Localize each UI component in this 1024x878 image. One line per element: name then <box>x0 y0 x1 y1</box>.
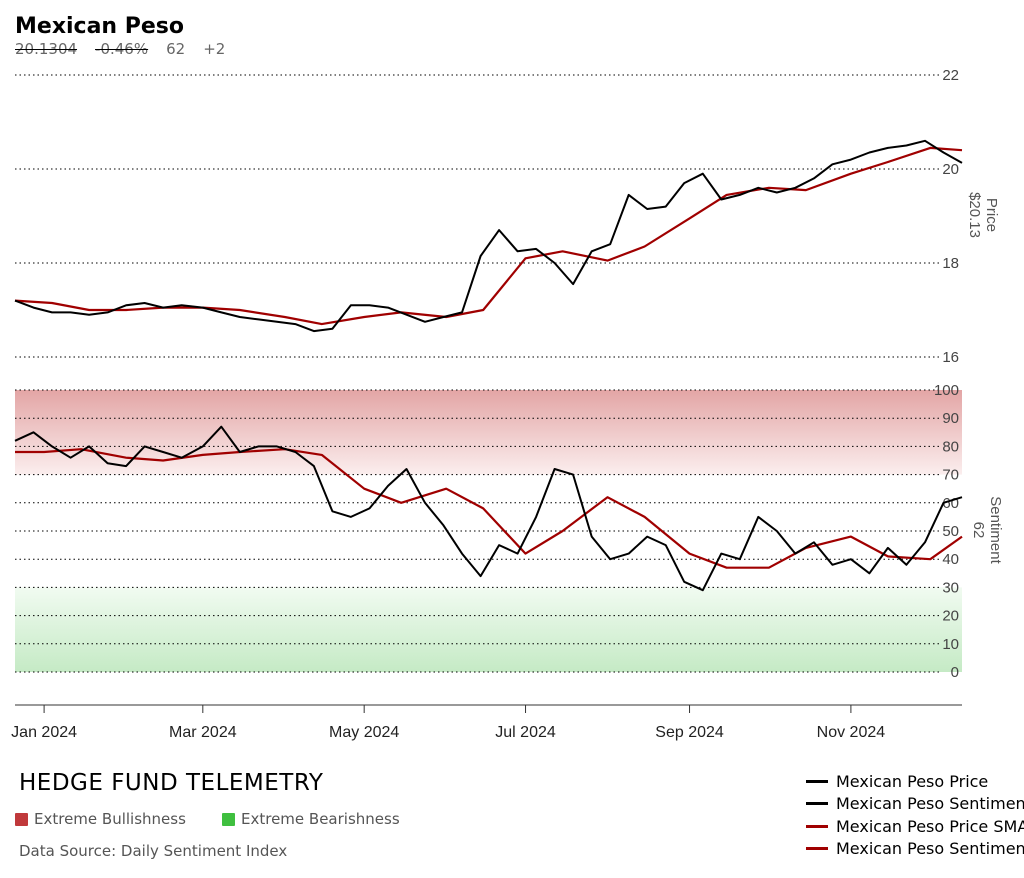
price-axis-label: Price$20.13 <box>966 192 1000 238</box>
sentiment-tick-label: 10 <box>942 636 959 653</box>
x-tick-label: May 2024 <box>329 724 399 741</box>
legend-line-icon <box>806 847 828 851</box>
sentiment-line <box>14 425 963 592</box>
legend-label: Mexican Peso Sentiment SMA <box>836 839 1024 859</box>
sentiment-axis-label-line: Sentiment <box>987 496 1004 564</box>
sentiment-value: 62 <box>166 40 186 58</box>
x-tick-label: Sep 2024 <box>655 724 724 741</box>
extreme-bullishness-zone <box>15 390 962 475</box>
bullish-swatch <box>15 812 28 826</box>
bullish-label: Extreme Bullishness <box>34 810 186 828</box>
price-tick-label: 22 <box>942 67 959 84</box>
sentiment-tick-label: 70 <box>942 467 959 484</box>
header-stats: 20.1304 -0.46% 62 +2 <box>15 40 243 58</box>
legend-item-price-sma: Mexican Peso Price SMA <box>806 815 1024 838</box>
price-line <box>14 139 963 333</box>
price-axis-label-line: Price <box>983 198 1000 232</box>
legend-line-icon <box>806 779 828 783</box>
extreme-bearishness-zone <box>15 587 962 672</box>
bearish-swatch <box>222 812 235 826</box>
sentiment-axis-label: Sentiment62 <box>970 496 1004 564</box>
sentiment-tick-label: 40 <box>942 551 959 568</box>
legend-line-icon <box>806 824 828 828</box>
price-value: 20.1304 <box>15 40 78 58</box>
legend-label: Mexican Peso Sentiment <box>836 794 1024 814</box>
price-tick-label: 16 <box>942 349 959 366</box>
price-change: -0.46% <box>95 40 149 58</box>
sentiment-tick-label: 80 <box>942 438 959 455</box>
page-title: Mexican Peso <box>15 14 185 39</box>
price-tick-label: 20 <box>942 161 959 178</box>
sentiment-tick-label: 30 <box>942 579 959 596</box>
sentiment-tick-label: 90 <box>942 410 959 427</box>
x-tick-label: Mar 2024 <box>169 724 237 741</box>
sentiment-tick-label: 0 <box>951 664 959 681</box>
zone-legend-bullish: Extreme Bullishness <box>15 810 186 828</box>
x-tick-label: Jul 2024 <box>495 724 556 741</box>
sentiment-tick-label: 50 <box>942 523 959 540</box>
sentiment-tick-label: 100 <box>934 382 959 399</box>
legend-item-sentiment: Mexican Peso Sentiment <box>806 793 1024 816</box>
series-legend: Mexican Peso Price Mexican Peso Sentimen… <box>806 770 1024 860</box>
legend-item-price: Mexican Peso Price <box>806 770 1024 793</box>
sentiment-change: +2 <box>203 40 226 58</box>
price-tick-label: 18 <box>942 255 959 272</box>
sentiment-tick-label: 20 <box>942 608 959 625</box>
legend-label: Mexican Peso Price SMA <box>836 816 1024 836</box>
legend-item-sentiment-sma: Mexican Peso Sentiment SMA <box>806 838 1024 861</box>
legend-label: Mexican Peso Price <box>836 771 989 791</box>
brand-name: HEDGE FUND TELEMETRY <box>19 770 324 796</box>
zone-legend-bearish: Extreme Bearishness <box>222 810 400 828</box>
x-tick-label: Nov 2024 <box>817 724 886 741</box>
price-axis-label-line: $20.13 <box>966 192 983 238</box>
legend-line-icon <box>806 802 828 806</box>
sentiment-axis-label-line: 62 <box>970 522 987 539</box>
x-tick-label: Jan 2024 <box>11 724 77 741</box>
data-source: Data Source: Daily Sentiment Index <box>19 842 288 860</box>
bearish-label: Extreme Bearishness <box>241 810 400 828</box>
